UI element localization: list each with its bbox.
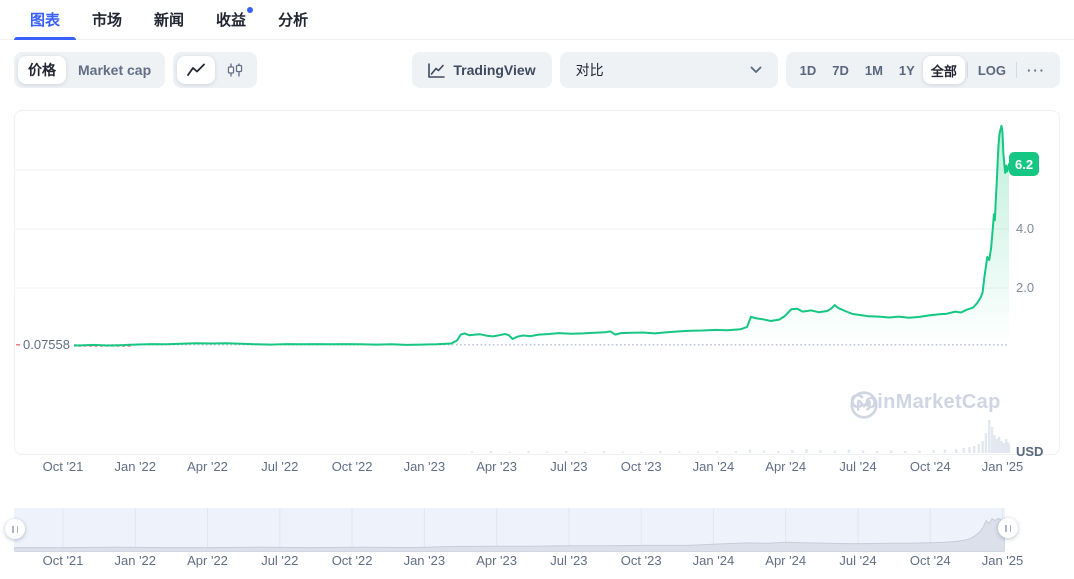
x-axis-label: Jul '22 [261, 459, 299, 474]
price-chart-card: CoinMarketCap 0.07558 6.2 4.0 2.0 USD [14, 110, 1060, 459]
y-axis-tick-4: 4.0 [1016, 221, 1035, 236]
navigator-left-handle[interactable] [5, 519, 25, 539]
x-axis-label: Apr '22 [187, 553, 228, 568]
candlestick-type-button[interactable] [217, 56, 253, 84]
tab-markets[interactable]: 市场 [92, 0, 122, 40]
line-chart-type-button[interactable] [177, 56, 216, 84]
x-axis-label: Jul '23 [550, 553, 588, 568]
log-scale-button[interactable]: LOG [977, 62, 1006, 78]
tradingview-label: TradingView [453, 62, 536, 78]
x-axis-label: Jan '25 [981, 459, 1024, 474]
tab-news[interactable]: 新闻 [154, 0, 184, 40]
x-axis-label: Oct '23 [620, 553, 662, 568]
x-axis-label: Oct '22 [331, 459, 373, 474]
tab-yield-label: 收益 [216, 12, 247, 29]
metric-toggle: 价格 Market cap [14, 52, 166, 88]
x-axis-label: Oct '23 [620, 459, 662, 474]
tab-analytics[interactable]: 分析 [278, 0, 308, 40]
market-cap-toggle-button[interactable]: Market cap [68, 56, 161, 84]
timeframe-1d[interactable]: 1D [799, 62, 817, 78]
x-axis-labels-navigator: Oct '21 Jan '22 Apr '22 Jul '22 Oct '22 Jan '… [14, 553, 1060, 571]
tabs-row: 图表 市场 新闻 收益 分析 [0, 0, 1074, 40]
baseline-price-label: 0.07558 [23, 337, 74, 353]
x-axis-labels-main: Oct '21 Jan '22 Apr '22 Jul '22 Oct '22 Jan '… [14, 459, 1060, 477]
toolbar-right: TradingView 对比 1D 7D 1M 1Y 全部 LOG ··· [412, 52, 1060, 88]
price-toggle-label: 价格 [28, 62, 56, 78]
x-axis-label: Jan '24 [692, 553, 735, 568]
x-axis-label: Oct '24 [909, 553, 951, 568]
x-axis-label: Oct '21 [42, 553, 84, 568]
timeframe-all[interactable]: 全部 [922, 56, 965, 84]
divider [966, 62, 968, 78]
toolbar-left: 价格 Market cap [14, 52, 258, 88]
candlestick-icon [228, 63, 243, 77]
range-navigator[interactable] [14, 508, 1005, 552]
line-chart-icon [187, 63, 206, 76]
navigator-right-handle[interactable] [998, 518, 1018, 538]
timeframe-7d[interactable]: 7D [832, 62, 849, 78]
x-axis-label: Oct '22 [331, 553, 373, 568]
x-axis-label: Jul '22 [261, 553, 299, 568]
more-options-button[interactable]: ··· [1027, 62, 1046, 78]
tab-yield[interactable]: 收益 [216, 0, 254, 40]
x-axis-label: Jan '24 [692, 459, 735, 474]
x-axis-label: Oct '21 [42, 459, 84, 474]
timeframe-1y[interactable]: 1Y [898, 62, 915, 78]
x-axis-label: Apr '23 [476, 459, 517, 474]
x-axis-label: Apr '24 [765, 553, 807, 568]
y-axis-tick-2: 2.0 [1016, 280, 1035, 295]
compare-dropdown[interactable]: 对比 [559, 52, 778, 88]
x-axis-label: Apr '22 [187, 459, 228, 474]
tradingview-button[interactable]: TradingView [412, 52, 552, 88]
chevron-down-icon [750, 66, 761, 73]
x-axis-label: Jul '23 [550, 459, 588, 474]
currency-label: USD [1016, 444, 1044, 459]
tab-news-label: 新闻 [154, 12, 185, 29]
compare-label: 对比 [575, 62, 604, 78]
market-cap-toggle-label: Market cap [78, 62, 152, 78]
x-axis-label: Jul '24 [839, 553, 877, 568]
timeframe-1m[interactable]: 1M [864, 62, 883, 78]
x-axis-label: Jan '23 [403, 459, 446, 474]
current-price-badge: 6.2 [1009, 152, 1040, 176]
x-axis-label: Jan '22 [114, 553, 157, 568]
tab-chart-label: 图表 [30, 12, 61, 29]
tradingview-chart-icon [428, 62, 446, 78]
x-axis-label: Apr '23 [476, 553, 517, 568]
tab-markets-label: 市场 [92, 12, 123, 29]
chart-type-toggle [173, 52, 258, 88]
tab-chart[interactable]: 图表 [13, 0, 77, 40]
x-axis-label: Jul '24 [839, 459, 877, 474]
price-chart-canvas[interactable] [15, 111, 1059, 454]
x-axis-label: Jan '23 [403, 553, 446, 568]
x-axis-label: Jan '22 [114, 459, 157, 474]
x-axis-label: Apr '24 [765, 459, 807, 474]
notification-dot [247, 6, 254, 13]
navigator-canvas [14, 508, 1005, 552]
tab-analytics-label: 分析 [278, 12, 309, 29]
divider [1016, 62, 1017, 78]
x-axis-label: Jan '25 [981, 553, 1024, 568]
x-axis-label: Oct '24 [909, 459, 951, 474]
timeframe-group: 1D 7D 1M 1Y 全部 LOG ··· [785, 52, 1060, 88]
chart-toolbar: 价格 Market cap [14, 52, 1060, 88]
price-toggle-button[interactable]: 价格 [18, 56, 66, 84]
